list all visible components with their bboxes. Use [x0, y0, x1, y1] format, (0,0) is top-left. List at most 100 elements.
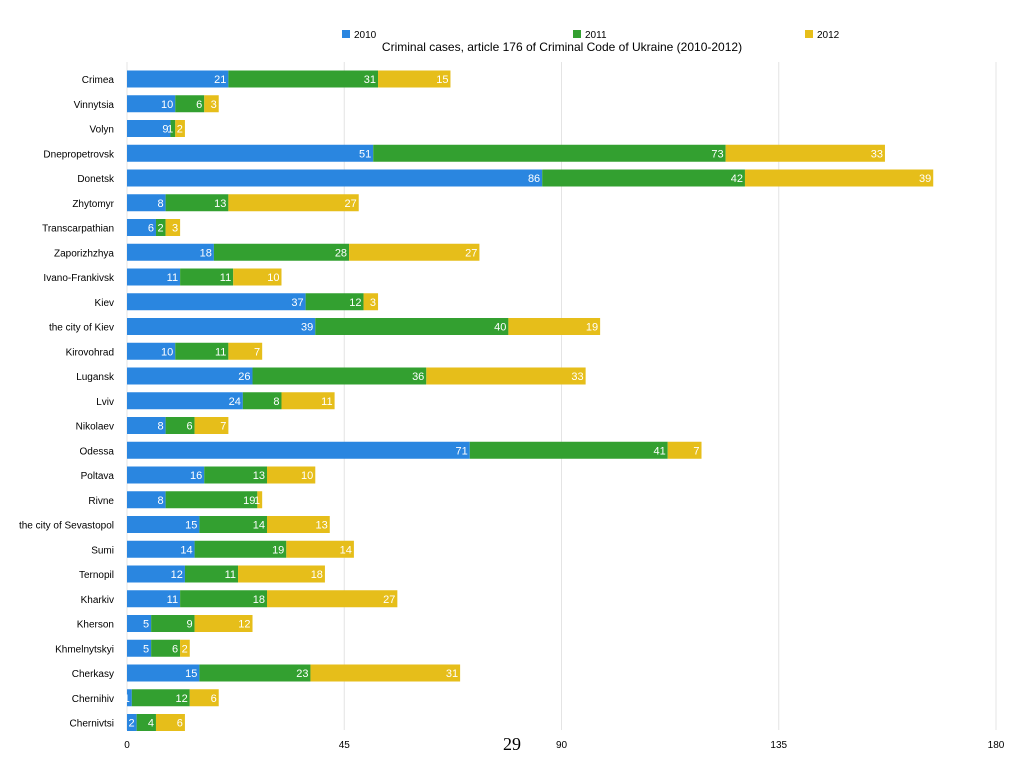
bar-segment-2012 — [189, 689, 219, 707]
bar-segment-2011 — [136, 714, 156, 731]
bar-segment-2012 — [204, 95, 219, 113]
category-label: Lugansk — [76, 372, 115, 383]
bar-segment-2011 — [175, 95, 205, 113]
data-label: 1 — [124, 693, 130, 705]
data-label: 12 — [349, 297, 361, 309]
data-label: 6 — [177, 718, 183, 730]
bar-segment-2012 — [257, 491, 263, 509]
bar-segment-2010 — [127, 565, 185, 583]
bar-segment-2011 — [213, 243, 350, 261]
bar-segment-2012 — [281, 392, 335, 410]
data-label: 10 — [161, 99, 173, 111]
data-label: 31 — [446, 668, 458, 680]
bar-segment-2012 — [194, 417, 229, 434]
data-label: 10 — [161, 346, 173, 358]
bar-segment-2012 — [228, 342, 263, 360]
page-number: 29 — [503, 734, 521, 754]
data-label: 71 — [456, 445, 468, 457]
category-label: the city of Sevastopol — [19, 521, 114, 532]
bar-segment-2012 — [238, 565, 325, 583]
data-label: 19 — [272, 544, 284, 556]
bar-segment-2011 — [199, 664, 311, 682]
data-label: 15 — [436, 74, 448, 86]
bar-segment-2011 — [170, 120, 176, 137]
bar-segment-2010 — [127, 318, 316, 335]
legend-label: 2010 — [354, 30, 377, 41]
bar-segment-2012 — [155, 714, 185, 731]
data-label: 11 — [167, 272, 178, 284]
category-label: Volyn — [90, 125, 114, 136]
category-label: Zhytomyr — [72, 199, 114, 210]
legend-swatch — [342, 30, 350, 38]
legend-label: 2012 — [817, 30, 840, 41]
data-label: 28 — [335, 247, 347, 259]
bar-segment-2010 — [127, 70, 229, 88]
bar-segment-2010 — [127, 268, 181, 286]
category-label: Kirovohrad — [66, 347, 114, 358]
data-label: 39 — [919, 173, 931, 185]
bar-segment-2011 — [180, 590, 268, 608]
data-label: 2 — [129, 718, 135, 730]
data-label: 8 — [157, 495, 163, 507]
category-label: Lviv — [96, 397, 114, 408]
bar-segment-2010 — [127, 615, 152, 632]
category-label: Chernihiv — [72, 694, 114, 705]
bar-segment-2011 — [305, 293, 364, 311]
data-label: 19 — [586, 322, 598, 334]
bar-segment-2010 — [127, 639, 152, 657]
x-tick-label: 135 — [770, 740, 787, 751]
data-label: 2 — [182, 643, 188, 655]
bar-segment-2011 — [204, 466, 268, 484]
bar-segment-2010 — [127, 664, 200, 682]
bar-segment-2012 — [725, 144, 885, 162]
data-label: 12 — [238, 619, 250, 631]
category-label: Vinnytsia — [74, 100, 115, 111]
data-label: 40 — [494, 322, 506, 334]
data-label: 6 — [172, 643, 178, 655]
bar-segment-2011 — [373, 144, 726, 162]
bar-segment-2010 — [127, 95, 176, 113]
data-label: 73 — [711, 148, 723, 160]
x-tick-label: 0 — [124, 740, 130, 751]
bar-segment-2012 — [165, 219, 181, 236]
data-label: 9 — [186, 619, 192, 631]
category-label: Crimea — [82, 75, 115, 86]
category-labels: Crimea Vinnytsia Volyn Dnepropetrovsk Donets… — [19, 75, 115, 730]
data-label: 2 — [157, 223, 163, 235]
category-label: Kharkiv — [81, 595, 114, 606]
data-label: 13 — [316, 520, 328, 532]
bar-segment-2010 — [127, 714, 137, 731]
x-tick-label: 45 — [339, 740, 351, 751]
bar-segment-2011 — [155, 219, 166, 236]
data-label: 8 — [273, 396, 279, 408]
bar-segment-2011 — [194, 540, 287, 558]
bar-segment-2010 — [127, 243, 214, 261]
data-label: 33 — [571, 371, 583, 383]
bar-segment-2010 — [127, 491, 166, 509]
data-label: 6 — [211, 693, 217, 705]
data-label: 6 — [186, 421, 192, 433]
category-label: Ternopil — [79, 570, 114, 581]
data-label: 42 — [731, 173, 743, 185]
data-label: 12 — [176, 693, 188, 705]
bar-segment-2010 — [127, 466, 205, 484]
bar-segment-2011 — [242, 392, 282, 410]
bar-segment-2010 — [127, 144, 374, 162]
bar-segment-2010 — [127, 120, 171, 137]
bar-segment-2011 — [184, 565, 239, 583]
bar-segment-2012 — [378, 70, 451, 88]
category-label: Kiev — [95, 298, 114, 309]
data-label: 8 — [157, 198, 163, 210]
bar-segment-2011 — [315, 318, 509, 335]
data-label: 14 — [253, 520, 265, 532]
x-tick-label: 90 — [556, 740, 568, 751]
bar-segment-2010 — [127, 392, 243, 410]
data-label: 27 — [465, 247, 477, 259]
data-label: 18 — [253, 594, 265, 606]
bar-segment-2011 — [165, 417, 195, 434]
data-label: 26 — [238, 371, 250, 383]
legend: 2010 2011 2012 — [342, 30, 840, 41]
data-label: 19 — [243, 495, 255, 507]
bar-segment-2011 — [180, 268, 234, 286]
